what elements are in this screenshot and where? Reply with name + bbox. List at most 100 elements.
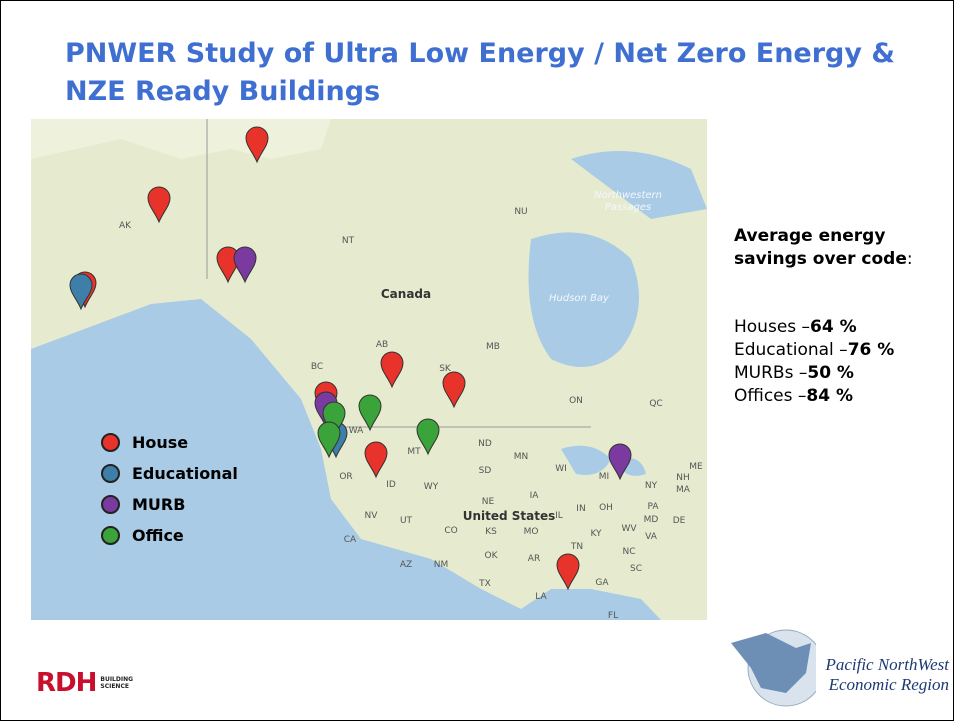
item-label: Offices – (734, 386, 807, 406)
rdh-sub: SCIENCE (100, 683, 129, 690)
map-label: BC (311, 362, 323, 372)
map-label: AK (119, 221, 132, 231)
rdh-text: RDH (36, 668, 97, 698)
pnwer-line: Pacific NorthWest (825, 655, 949, 674)
legend-item: House (101, 427, 238, 458)
map-label: PA (647, 502, 659, 512)
map-label: NC (622, 547, 635, 557)
item-value: 84 % (806, 386, 853, 406)
map-label: TX (478, 579, 491, 589)
map-label: Passages (605, 202, 651, 213)
map-pin (233, 246, 257, 284)
summary-item: Houses –64 % (734, 316, 953, 339)
item-label: MURBs – (734, 363, 808, 383)
map-pin (416, 418, 440, 456)
legend-label: House (132, 433, 189, 452)
map-label: WV (621, 524, 637, 534)
map-label: AR (528, 554, 540, 564)
map-label: FL (608, 611, 618, 620)
map-pin (245, 126, 269, 164)
map-label: NU (514, 207, 527, 217)
map-label: Northwestern (594, 190, 662, 201)
map-pin (147, 186, 171, 224)
map-pin (69, 273, 93, 311)
summary-item: Offices –84 % (734, 385, 953, 408)
map-pin (364, 441, 388, 479)
pnwer-line: Economic Region (828, 675, 949, 694)
pnwer-emblem (731, 629, 816, 707)
map-label: IL (555, 511, 563, 521)
map-pin (442, 371, 466, 409)
map-pin (380, 351, 404, 389)
rdh-logo: RDH BUILDING SCIENCE (36, 668, 133, 698)
map-label: MN (514, 452, 529, 462)
map-label: NH (676, 473, 690, 483)
item-value: 76 % (847, 340, 895, 360)
map-label: ME (689, 462, 703, 472)
map-label: DE (673, 516, 686, 526)
map-label: VA (645, 532, 658, 542)
map-label: ON (569, 396, 583, 406)
rdh-sub: BUILDING (100, 676, 134, 683)
map-label: WA (349, 426, 364, 436)
legend-dot (101, 433, 120, 452)
legend-dot (101, 495, 120, 514)
map-label: NE (482, 497, 495, 507)
map-label: UT (400, 516, 413, 526)
map-label: ID (386, 480, 396, 490)
hudson-bay (528, 232, 639, 367)
map-label: NY (645, 481, 658, 491)
map-label: SC (630, 564, 642, 574)
map-label: TN (570, 542, 583, 552)
map-label: OR (339, 472, 352, 482)
map-pin (556, 553, 580, 591)
map-label: IA (530, 491, 540, 501)
map-label: ND (478, 439, 492, 449)
map-label: KY (590, 529, 602, 539)
map-label: SD (479, 466, 492, 476)
summary-item: Educational –76 % (734, 339, 953, 362)
item-value: 64 % (810, 317, 857, 337)
map-pin (608, 443, 632, 481)
pnwer-text: Pacific NorthWest Economic Region (809, 655, 949, 695)
legend-item: Educational (101, 458, 238, 489)
summary-heading: Average energy savings over code (734, 226, 907, 269)
map-label: United States (463, 509, 556, 523)
map-label: SK (439, 364, 452, 374)
legend-dot (101, 526, 120, 545)
map-label: CA (344, 535, 357, 545)
map-label: QC (649, 399, 662, 409)
legend-item: Office (101, 520, 238, 551)
map-label: OK (485, 551, 499, 561)
map-label: Canada (381, 287, 431, 301)
map-label: MB (486, 342, 500, 352)
item-value: 50 % (807, 363, 854, 383)
map-pin (322, 401, 346, 439)
map-label: MA (676, 485, 691, 495)
summary: Average energy savings over code: Houses… (734, 225, 953, 408)
map-label: AB (376, 340, 388, 350)
passages (571, 151, 707, 219)
map-label: GA (595, 578, 609, 588)
map-label: WI (555, 464, 567, 474)
map-label: MD (644, 515, 659, 525)
legend: House Educational MURB Office (101, 427, 238, 551)
map-label: NM (434, 560, 449, 570)
map-label: CO (444, 526, 457, 536)
legend-item: MURB (101, 489, 238, 520)
map-label: OH (599, 503, 613, 513)
item-label: Houses – (734, 317, 811, 337)
map-label: IN (576, 504, 585, 514)
map-label: NT (342, 236, 355, 246)
map-label: WY (424, 482, 439, 492)
map-label: NV (365, 511, 379, 521)
map-label: LA (535, 592, 547, 602)
map-label: AZ (400, 560, 412, 570)
summary-colon: : (906, 249, 913, 269)
item-label: Educational – (734, 340, 848, 360)
legend-label: Educational (132, 464, 238, 483)
map-pin (317, 421, 341, 459)
legend-dot (101, 464, 120, 483)
